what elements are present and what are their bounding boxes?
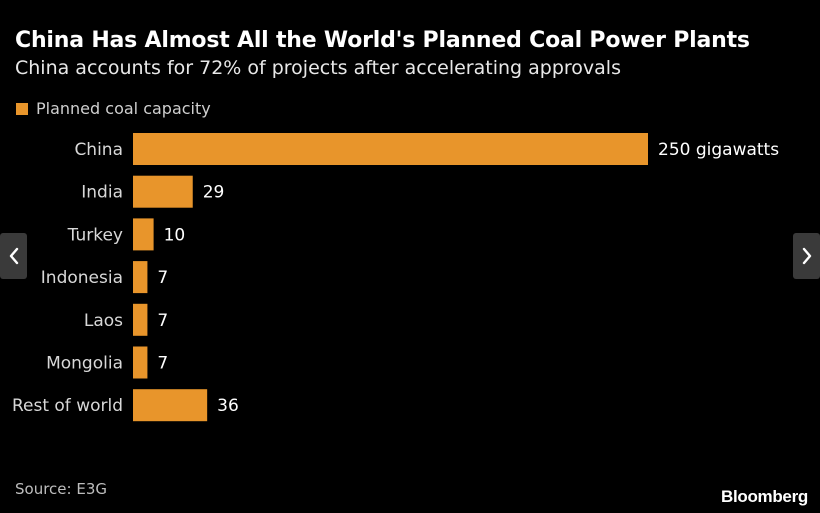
- legend-swatch: [16, 102, 28, 115]
- bar: [133, 218, 154, 251]
- bar: [133, 346, 148, 379]
- category-label: Turkey: [67, 225, 123, 245]
- data-label: 250 gigawatts: [658, 140, 779, 160]
- bloomberg-logo: Bloomberg: [720, 487, 808, 506]
- bar: [133, 261, 148, 294]
- data-label: 10: [164, 225, 186, 245]
- chevron-left-icon: [9, 247, 18, 265]
- data-label: 7: [157, 354, 168, 374]
- data-label: 36: [217, 396, 239, 416]
- data-label: 29: [203, 183, 225, 203]
- category-label: Laos: [84, 311, 123, 331]
- next-slide-button[interactable]: [793, 233, 820, 279]
- category-label: Mongolia: [46, 354, 123, 374]
- chart-subtitle: China accounts for 72% of projects after…: [15, 57, 621, 79]
- bar: [133, 303, 148, 336]
- category-label: China: [74, 140, 123, 160]
- bar: [133, 175, 193, 208]
- bar: [133, 389, 208, 422]
- data-label: 7: [157, 311, 168, 331]
- category-label: Rest of world: [12, 396, 123, 416]
- source-note: Source: E3G: [15, 480, 107, 498]
- bar: [133, 133, 648, 165]
- previous-slide-button[interactable]: [0, 233, 27, 279]
- category-label: India: [81, 183, 123, 203]
- data-label: 7: [157, 268, 168, 288]
- legend-label: Planned coal capacity: [36, 99, 211, 118]
- legend: Planned coal capacity: [16, 99, 211, 118]
- chevron-right-icon: [802, 247, 811, 265]
- category-label: Indonesia: [41, 268, 123, 288]
- chart-title: China Has Almost All the World's Planned…: [15, 28, 750, 53]
